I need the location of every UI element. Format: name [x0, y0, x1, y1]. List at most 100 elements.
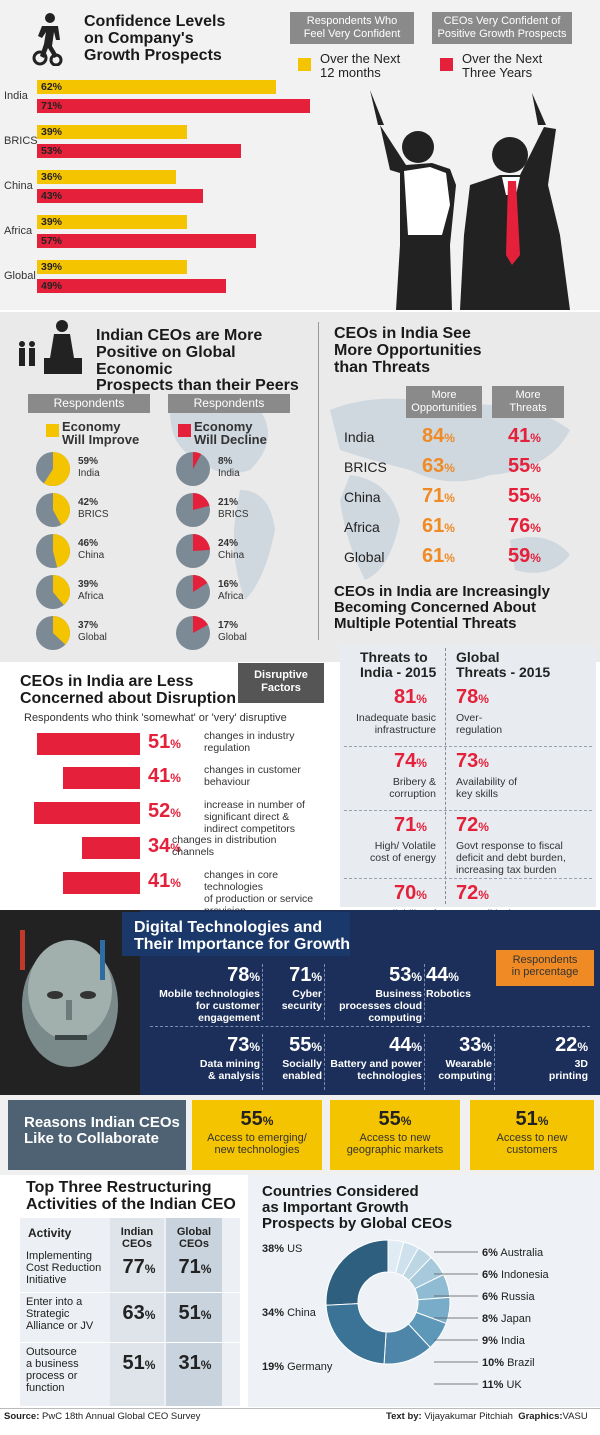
label-line: Cost Reduction: [26, 1262, 102, 1274]
bar-value-label: 62%: [41, 81, 63, 93]
india-threat-value: 70%: [394, 882, 427, 904]
india-threat-label: Bribery & corruption: [340, 776, 436, 800]
label-line: security: [281, 1000, 322, 1012]
robot-head-icon: [0, 910, 140, 1095]
donut-label: 34% China: [262, 1307, 317, 1319]
threat-row-divider: [344, 746, 592, 747]
pct-sign: %: [444, 521, 455, 535]
collaborate-label: Access to emerging/new technologies: [192, 1132, 322, 1156]
label-line: significant direct &: [204, 811, 290, 823]
digital-cell: 33% Wearable computing: [426, 1034, 492, 1082]
pie-value: 46%: [78, 538, 99, 549]
restructuring-title: Top Three Restructuring Activities of the…: [26, 1179, 236, 1213]
pct-sign: %: [478, 756, 489, 770]
countries-title: Countries Considered as Important Growth P…: [262, 1183, 453, 1232]
collaborate-box: 51% Access to new customers: [470, 1100, 594, 1170]
threats-col-divider: [445, 648, 446, 904]
pie-name: Global: [218, 632, 247, 643]
label-line: Mobile technologies: [159, 988, 260, 1000]
ceo-podium-icon: [19, 320, 82, 374]
pie-name: Africa: [218, 591, 244, 602]
global-threat-label: Availability of key skills: [456, 776, 517, 800]
head-india: Indian CEOs: [120, 1226, 154, 1250]
pct-sign: %: [200, 1358, 212, 1372]
digital-title-box: [122, 912, 350, 956]
label-line: Govt response to fiscal: [456, 840, 563, 852]
digital-value: 71%: [289, 964, 322, 986]
label-line: customers: [506, 1144, 558, 1156]
digital-value: 78%: [227, 964, 260, 986]
pie-value: 39%: [78, 579, 99, 590]
bar: 62%: [37, 80, 276, 94]
collaborate-value: 51%: [515, 1108, 549, 1130]
label-line: Data mining: [199, 1058, 260, 1070]
label-line: increasing tax burden: [456, 864, 557, 876]
threats-india-head: Threats to India - 2015: [360, 649, 437, 680]
pie-slice: [193, 452, 202, 469]
donut-value: 6%: [482, 1269, 498, 1281]
legend1-box: Respondents Who Feel Very Confident: [290, 12, 414, 44]
collaborate-title-box: [8, 1100, 186, 1170]
india-threat-label: Inadequate basic infrastructure: [340, 712, 436, 736]
label-line: Availability of: [456, 776, 518, 788]
pie-value: 8%: [218, 456, 233, 467]
pie-china: [176, 534, 210, 568]
label-line: infrastructure: [374, 724, 436, 736]
digital-tag: Respondents in percentage: [496, 950, 594, 986]
collaborate-label: Access to new geographic markets: [330, 1132, 460, 1156]
bar-value-label: 71%: [41, 100, 63, 112]
label-line: function: [26, 1382, 65, 1394]
digital-value: 22%: [555, 1034, 588, 1056]
collaborate-label: Access to new customers: [470, 1132, 594, 1156]
donut-label: 11% UK: [482, 1379, 522, 1391]
global-threat-value: 72%: [456, 882, 489, 904]
pie-brics: [36, 493, 70, 527]
pie-name: China: [78, 550, 105, 561]
pct-sign: %: [537, 1114, 549, 1128]
threats-table: [340, 645, 596, 907]
threat-value: 55%: [508, 485, 541, 507]
donut-value: 6%: [482, 1247, 498, 1259]
label-line: Access to new: [359, 1132, 431, 1144]
india-threat-value: 81%: [394, 686, 427, 708]
restructuring-global: 71%: [178, 1256, 212, 1278]
digital-label: Wearable computing: [426, 1058, 492, 1082]
donut-name: Russia: [498, 1291, 536, 1303]
digital-col-divider: [424, 964, 425, 1020]
pct-sign: %: [144, 1262, 156, 1276]
bar: 49%: [37, 279, 226, 293]
label-line: regulation: [204, 742, 251, 754]
category-label: Africa: [4, 225, 33, 237]
donut-name: China: [284, 1307, 317, 1319]
more-threats-box: More Threats: [492, 386, 564, 418]
digital-col-divider: [424, 1034, 425, 1090]
label-line: Strategic: [26, 1308, 70, 1320]
bar: 71%: [37, 99, 311, 113]
pct-sign: %: [144, 1308, 156, 1322]
donut-label: 8% Japan: [482, 1313, 531, 1325]
category-label: India: [4, 90, 28, 102]
label-line: Cyber: [292, 988, 322, 1000]
digital-value: 44%: [426, 964, 459, 986]
donut-label: 6% Indonesia: [482, 1269, 550, 1281]
bar-value-label: 57%: [41, 235, 63, 247]
opp-country: China: [344, 489, 381, 505]
digital-grid: 78% Mobile technologies for customer engage…: [150, 960, 600, 1090]
bar-value-label: 39%: [41, 126, 63, 138]
label-line: Inadequate basic: [356, 712, 436, 724]
pct-sign: %: [481, 1040, 492, 1054]
digital-label: Battery and power technologies: [326, 1058, 422, 1082]
category-label: Global: [4, 270, 36, 282]
pie-brics: [176, 493, 210, 527]
bar-value-label: 43%: [41, 190, 63, 202]
india-col-bg: [110, 1218, 164, 1406]
section-economy: [0, 312, 600, 662]
label-line: Access to new: [496, 1132, 568, 1144]
label-line: regulation: [456, 724, 503, 736]
disruption-label: changes in core technologies of productio…: [204, 869, 339, 917]
bar-value-label: 53%: [41, 145, 63, 157]
global-col-bg: [166, 1218, 222, 1406]
disruption-bar: [63, 767, 140, 789]
pct-sign: %: [416, 820, 427, 834]
donut-label: 10% Brazil: [482, 1357, 535, 1369]
